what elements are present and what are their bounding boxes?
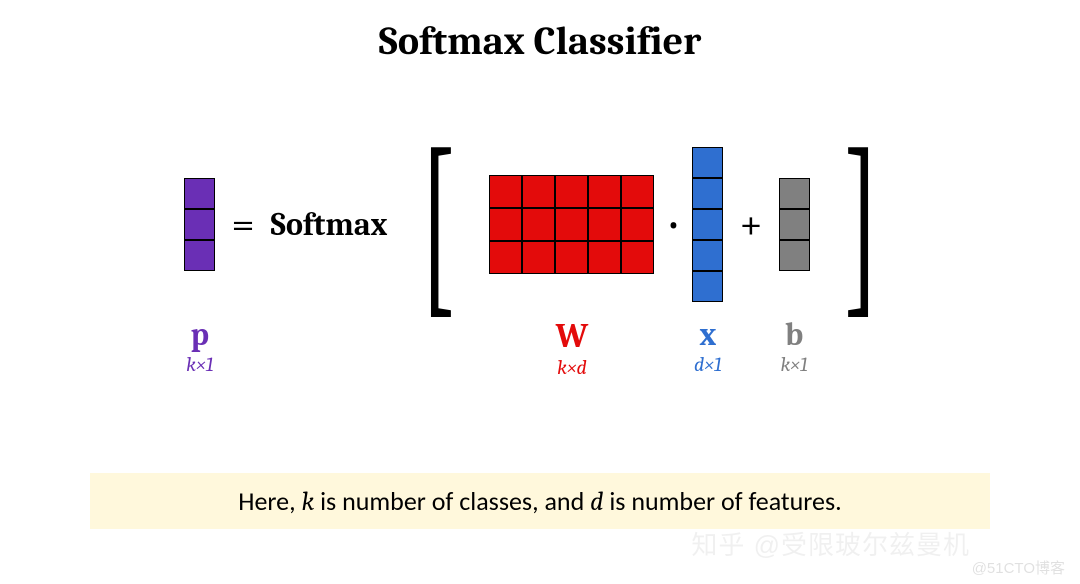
- term-p: [184, 178, 215, 271]
- bracket-right: ]: [841, 144, 880, 304]
- p-name: p: [191, 316, 209, 353]
- w-name: W: [556, 316, 589, 356]
- page-title: Softmax Classifier: [0, 0, 1080, 64]
- title-text: Softmax Classifier: [379, 18, 702, 64]
- term-b: [779, 178, 810, 271]
- matrix-p: [184, 178, 215, 271]
- equation-row: = Softmax [ · + ]: [0, 144, 1080, 304]
- matrix-w: [489, 175, 654, 274]
- footer-suffix: is number of features.: [603, 485, 841, 517]
- matrix-cell: [779, 240, 810, 271]
- matrix-cell: [555, 208, 588, 241]
- matrix-cell: [184, 178, 215, 209]
- term-x: [692, 147, 723, 302]
- label-b: b k×1: [754, 316, 834, 376]
- matrix-cell: [692, 147, 723, 178]
- x-name: x: [699, 316, 716, 353]
- matrix-cell: [522, 208, 555, 241]
- matrix-cell: [692, 178, 723, 209]
- bracket-left: [: [419, 144, 458, 304]
- footer-k: k: [301, 487, 314, 517]
- w-dim: k×d: [557, 356, 587, 379]
- matrix-cell: [588, 208, 621, 241]
- label-w: W k×d: [532, 316, 612, 379]
- b-name: b: [785, 316, 803, 353]
- matrix-cell: [184, 209, 215, 240]
- footer-mid: is number of classes, and: [314, 485, 590, 517]
- matrix-cell: [555, 175, 588, 208]
- matrix-cell: [621, 208, 654, 241]
- func-name: Softmax: [271, 206, 388, 243]
- label-p: p k×1: [160, 316, 240, 376]
- matrix-x: [692, 147, 723, 302]
- matrix-cell: [621, 241, 654, 274]
- matrix-cell: [692, 209, 723, 240]
- watermark-51cto: @51CTO博客: [972, 557, 1065, 578]
- matrix-cell: [779, 178, 810, 209]
- b-dim: k×1: [780, 353, 807, 376]
- plus-sign: +: [739, 200, 762, 249]
- matrix-cell: [555, 241, 588, 274]
- matrix-cell: [692, 271, 723, 302]
- matrix-cell: [692, 240, 723, 271]
- matrix-cell: [489, 241, 522, 274]
- footer-note: Here, k is number of classes, and d is n…: [90, 473, 990, 529]
- matrix-cell: [621, 175, 654, 208]
- matrix-cell: [489, 208, 522, 241]
- matrix-cell: [522, 241, 555, 274]
- label-x: x d×1: [668, 316, 748, 376]
- matrix-cell: [588, 241, 621, 274]
- matrix-cell: [779, 209, 810, 240]
- x-dim: d×1: [694, 353, 722, 376]
- term-w: [489, 175, 654, 274]
- equals-sign: =: [231, 200, 254, 249]
- footer-prefix: Here,: [238, 485, 301, 517]
- matrix-cell: [184, 240, 215, 271]
- matrix-cell: [588, 175, 621, 208]
- footer-d: d: [590, 487, 603, 517]
- matrix-b: [779, 178, 810, 271]
- matrix-cell: [489, 175, 522, 208]
- watermark-zhihu: 知乎 @受限玻尔兹曼机: [691, 525, 970, 562]
- matrix-cell: [522, 175, 555, 208]
- p-dim: k×1: [186, 353, 213, 376]
- dot-sign: ·: [670, 200, 676, 249]
